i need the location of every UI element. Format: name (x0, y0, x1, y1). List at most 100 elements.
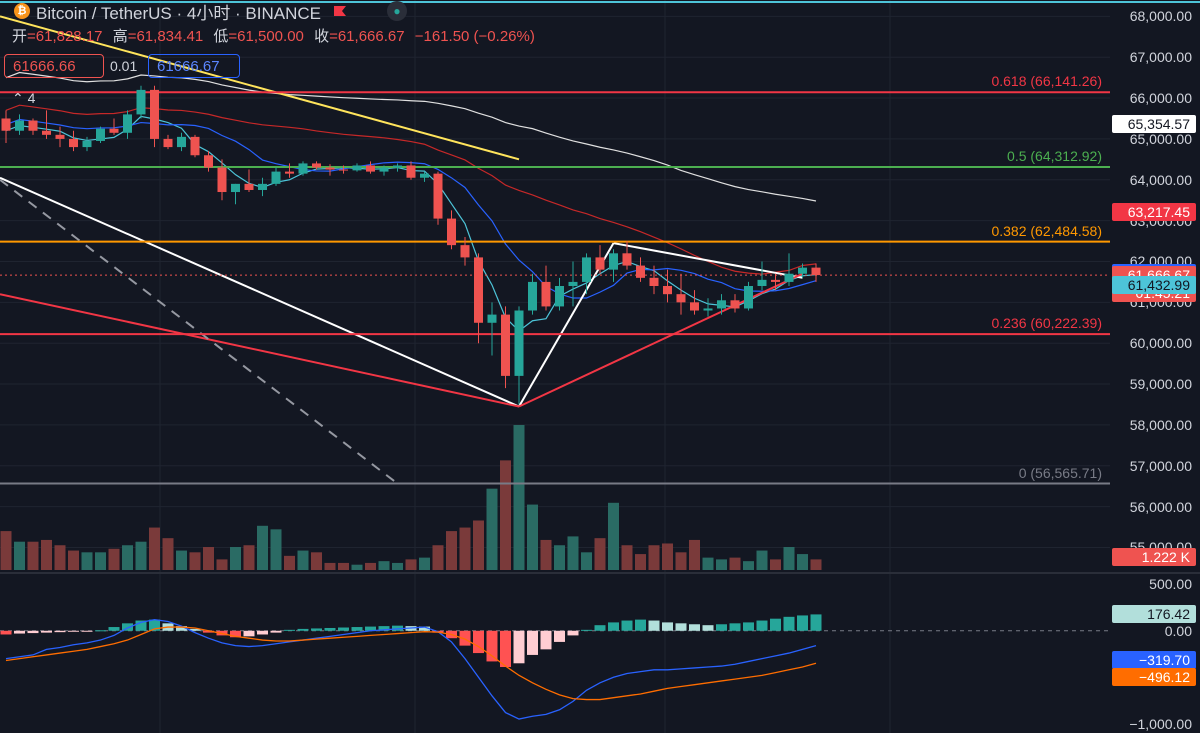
volume-bar (635, 554, 646, 570)
candle-body (83, 141, 92, 147)
volume-bar (122, 545, 133, 570)
macd-histogram-bar (68, 631, 79, 632)
candle-body (582, 257, 591, 282)
candle-body (69, 139, 78, 147)
candle-body (299, 163, 308, 173)
candle-body (164, 139, 173, 147)
volume-bar (176, 551, 187, 570)
candle-body (407, 165, 416, 177)
volume-bar (271, 529, 282, 570)
volume-bar (689, 540, 700, 570)
low-value: =61,500.00 (228, 28, 304, 45)
macd-histogram-bar (811, 614, 822, 630)
macd-histogram-bar (595, 625, 606, 631)
candle-body (231, 184, 240, 192)
volume-bar (163, 538, 174, 570)
volume-bar (716, 559, 727, 570)
candle-body (555, 286, 564, 306)
volume-bar (460, 528, 471, 570)
candle-body (42, 131, 51, 135)
macd-tag: 176.42 (1112, 605, 1196, 623)
candle-body (771, 280, 780, 282)
close-label: 收 (314, 28, 329, 45)
volume-bar (500, 460, 511, 570)
volume-bar (14, 542, 25, 570)
candle-body (285, 172, 294, 174)
candle-body (2, 118, 11, 130)
chevron-up-icon: ⌃ (12, 90, 24, 106)
volume-bar (338, 563, 349, 570)
fib-level-label: 0.236 (60,222.39) (991, 315, 1102, 331)
macd-histogram-bar (109, 627, 120, 631)
candle-body (150, 90, 159, 139)
macd-histogram-bar (784, 617, 795, 631)
macd-histogram-bar (743, 622, 754, 630)
volume-bar (730, 558, 741, 570)
close-value: =61,666.67 (329, 28, 405, 45)
candle-body (218, 168, 227, 193)
fib-level-label: 0.618 (66,141.26) (991, 73, 1102, 89)
candle-body (353, 165, 362, 170)
buy-button[interactable]: 61666.67 (148, 54, 240, 78)
volume-bar (244, 545, 255, 570)
volume-bar (608, 503, 619, 570)
candle-body (609, 253, 618, 269)
candle-body (636, 266, 645, 278)
candle-body (15, 121, 24, 131)
volume-bar (325, 563, 336, 570)
open-value: =61,828.17 (27, 28, 103, 45)
sell-button[interactable]: 61666.66 (4, 54, 104, 78)
symbol-header[interactable]: ₿ Bitcoin / TetherUS · 4小时 · BINANCE ● (0, 0, 407, 22)
candle-body (123, 114, 132, 132)
high-value: =61,834.41 (128, 28, 204, 45)
volume-bar (662, 543, 673, 570)
volume-bar (541, 540, 552, 570)
indicator-toggle[interactable]: ⌃ 4 (12, 90, 35, 107)
macd-histogram-bar (770, 619, 781, 631)
candle-body (326, 168, 335, 170)
volume-bar (676, 552, 687, 570)
volume-bar (190, 552, 201, 570)
macd-histogram-bar (41, 631, 52, 633)
candle-body (137, 90, 146, 115)
volume-bar (811, 559, 822, 570)
macd-histogram-bar (757, 621, 768, 631)
price-tag: 63,217.45 (1112, 203, 1196, 221)
macd-histogram-bar (352, 627, 363, 631)
macd-histogram-bar (1, 631, 12, 635)
macd-histogram-bar (568, 631, 579, 636)
macd-histogram-bar (797, 615, 808, 630)
volume-bar (770, 559, 781, 570)
flag-icon[interactable] (333, 5, 347, 17)
macd-histogram-bar (581, 630, 592, 631)
candle-body (380, 168, 389, 172)
macd-histogram-bar (716, 624, 727, 631)
macd-histogram-bar (635, 620, 646, 631)
macd-histogram-bar (500, 631, 511, 667)
candle-body (488, 315, 497, 323)
macd-histogram-bar (298, 629, 309, 631)
macd-histogram-bar (527, 631, 538, 655)
symbol-title: Bitcoin / TetherUS · 4小时 · BINANCE (36, 0, 321, 24)
candle-body (704, 308, 713, 310)
candle-body (29, 121, 38, 131)
volume-bar (622, 545, 633, 570)
candle-body (272, 172, 281, 184)
macd-histogram-bar (649, 621, 660, 631)
volume-bar (554, 545, 565, 570)
macd-histogram-bar (487, 631, 498, 662)
candle-body (245, 184, 254, 190)
candle-body (717, 300, 726, 308)
macd-histogram-bar (284, 630, 295, 631)
candle-body (312, 163, 321, 167)
volume-bar (365, 563, 376, 570)
volume-bar (514, 425, 525, 570)
macd-histogram-bar (676, 623, 687, 630)
volume-tag: 1.222 K (1112, 548, 1196, 566)
eye-icon[interactable]: ● (387, 1, 407, 21)
volume-bar (311, 552, 322, 570)
fib-level-label: 0 (56,565.71) (1019, 465, 1102, 481)
candle-body (204, 155, 213, 167)
volume-bar (527, 505, 538, 570)
